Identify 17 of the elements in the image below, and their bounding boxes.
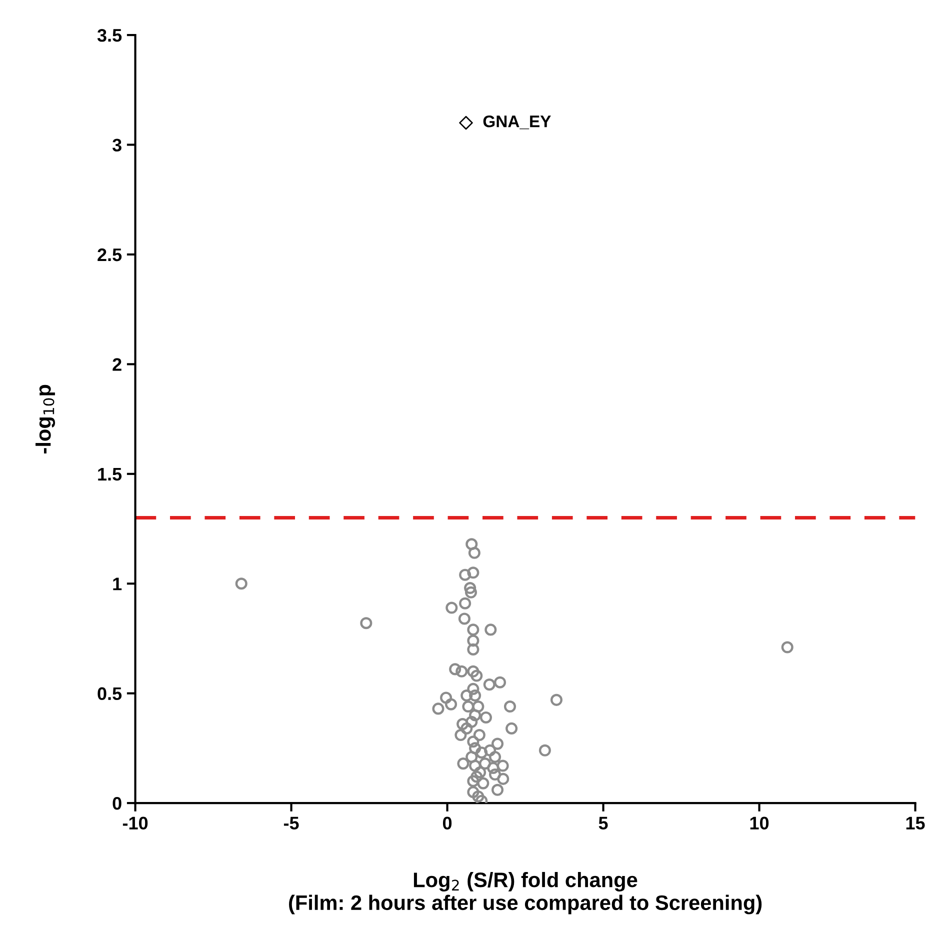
x-tick-label: 15	[906, 816, 925, 830]
y-tick-label: 0.5	[98, 687, 122, 700]
x-tick-label: 5	[598, 816, 608, 830]
x-tick-label: -10	[122, 816, 148, 830]
x-tick-label: -5	[284, 816, 299, 830]
x-axis-title: Log$_{2}$ (S/R) fold change (Film: 2 hours after use compared to Screening)	[289, 872, 762, 914]
y-tick-label: 2	[112, 358, 122, 371]
y-axis-title: -log$_{10}$p	[36, 384, 56, 454]
y-tick-label: 2.5	[98, 248, 122, 262]
y-tick-label: 0	[112, 796, 122, 810]
y-tick-label: 1.5	[98, 468, 122, 481]
x-tick-label: 0	[442, 816, 452, 830]
y-tick-label: 3.5	[97, 28, 122, 42]
y-tick-label: 1	[113, 578, 122, 590]
y-tick-label: 3	[112, 138, 122, 152]
x-tick-label: 10	[750, 816, 769, 830]
series-label: GNA_EY	[483, 115, 551, 130]
